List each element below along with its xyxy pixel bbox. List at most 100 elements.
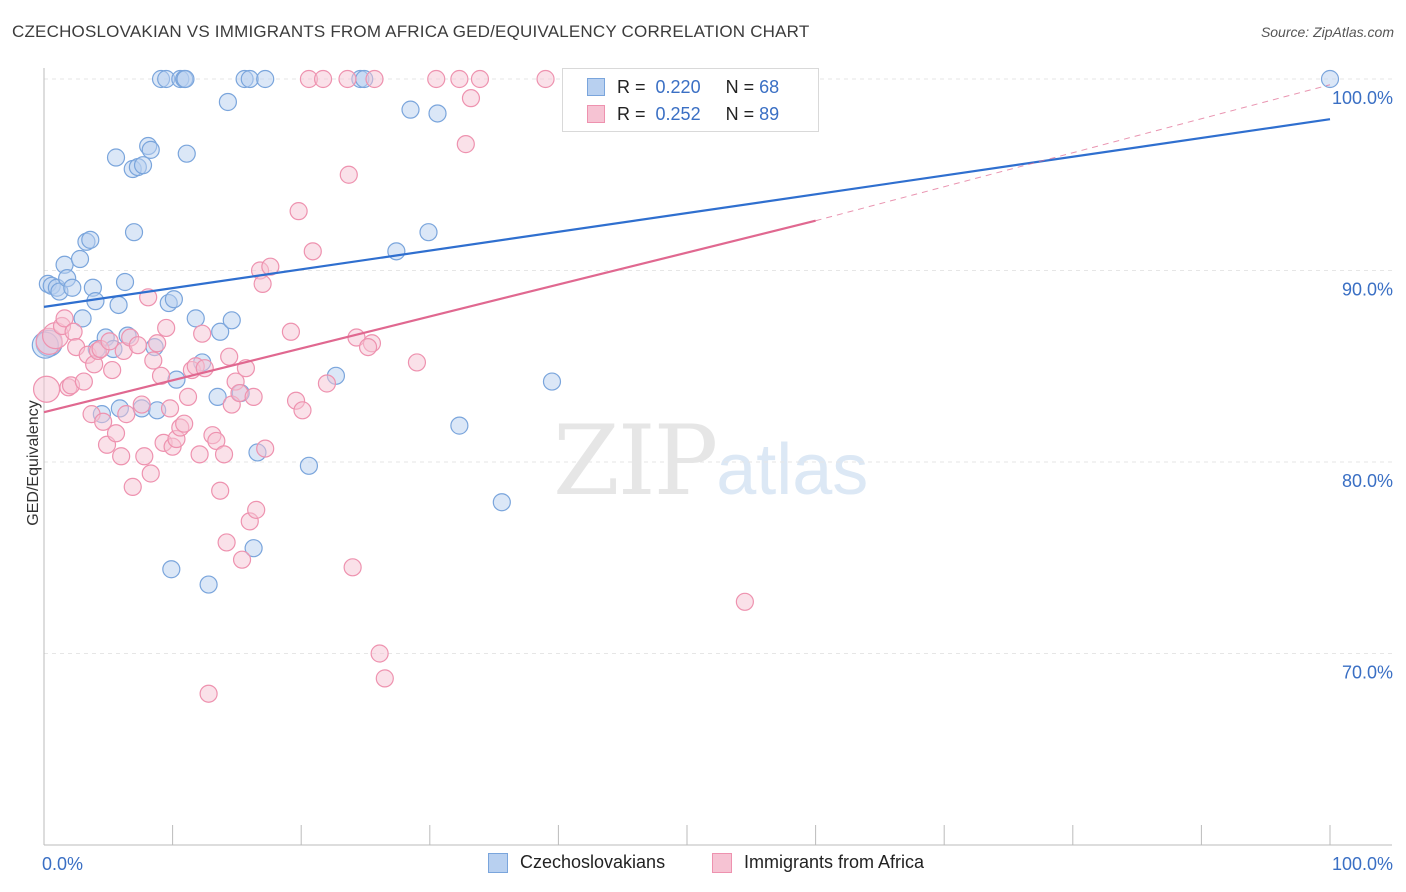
bottom-legend: Czechoslovakians Immigrants from Africa: [0, 852, 1406, 878]
point-immigrants-africa: [313, 69, 333, 89]
point-immigrants-africa: [160, 399, 180, 418]
source-label: Source: ZipAtlas.com: [1260, 24, 1394, 40]
point-czechoslovakians: [222, 311, 241, 330]
point-immigrants-africa: [112, 447, 131, 466]
point-immigrants-africa: [217, 533, 236, 552]
point-immigrants-africa: [193, 324, 212, 343]
point-immigrants-africa: [358, 338, 378, 357]
point-immigrants-africa: [74, 372, 93, 391]
point-immigrants-africa: [375, 669, 394, 688]
point-czechoslovakians: [186, 309, 205, 328]
axes: [43, 68, 1392, 846]
point-czechoslovakians: [164, 290, 183, 309]
point-immigrants-africa: [178, 387, 198, 406]
legend-r-label: R =: [617, 76, 646, 97]
point-immigrants-africa: [220, 347, 239, 366]
legend-n-value: 89: [759, 103, 780, 124]
trend-line-czechoslovakians: [43, 118, 1331, 308]
point-immigrants-africa: [199, 684, 218, 703]
point-immigrants-africa: [32, 375, 61, 403]
point-immigrants-africa: [735, 592, 754, 611]
point-immigrants-africa: [261, 257, 280, 276]
point-czechoslovakians: [176, 69, 195, 89]
point-immigrants-africa: [244, 387, 263, 406]
point-immigrants-africa: [232, 550, 252, 569]
point-czechoslovakians: [109, 295, 128, 315]
point-immigrants-africa: [253, 274, 272, 294]
point-czechoslovakians: [106, 148, 126, 167]
point-immigrants-africa: [339, 165, 358, 184]
watermark-atlas: atlas: [716, 430, 869, 510]
point-czechoslovakians: [428, 104, 447, 123]
point-czechoslovakians: [211, 322, 230, 341]
x-tick-label: 100.0%: [1332, 854, 1393, 874]
point-immigrants-africa: [144, 351, 163, 370]
point-immigrants-africa: [370, 644, 389, 663]
point-czechoslovakians: [73, 309, 92, 328]
point-immigrants-africa: [427, 69, 446, 89]
x-tick-label: 0.0%: [42, 854, 83, 874]
point-immigrants-africa: [123, 477, 142, 496]
point-immigrants-africa: [157, 318, 176, 338]
point-immigrants-africa: [55, 309, 74, 328]
point-immigrants-africa: [175, 414, 194, 433]
point-czechoslovakians: [63, 278, 82, 297]
point-immigrants-africa: [456, 135, 475, 154]
point-czechoslovakians: [199, 575, 218, 594]
point-immigrants-africa: [211, 481, 230, 500]
point-immigrants-africa: [289, 202, 308, 221]
point-immigrants-africa: [132, 395, 151, 414]
watermark: ZIPatlas: [553, 405, 868, 517]
point-czechoslovakians: [81, 230, 100, 249]
y-tick-label: 90.0%: [1342, 280, 1393, 300]
point-immigrants-africa: [407, 353, 427, 372]
point-czechoslovakians: [240, 69, 259, 89]
point-immigrants-africa: [128, 336, 147, 355]
point-czechoslovakians: [177, 144, 196, 163]
point-immigrants-africa: [151, 366, 171, 385]
legend-n-label: N =: [725, 76, 755, 97]
point-czechoslovakians: [419, 223, 438, 242]
point-czechoslovakians: [162, 560, 181, 579]
watermark-zip: ZIP: [553, 405, 718, 517]
trend-extension-immigrants-africa: [815, 84, 1331, 222]
point-czechoslovakians: [244, 539, 263, 558]
data-points: [31, 69, 1340, 703]
legend-n-label: N =: [725, 103, 755, 124]
bottom-legend-swatch-pink: [712, 852, 732, 873]
tick-labels: 70.0% 80.0% 90.0% 100.0% 0.0% 100.0%: [42, 88, 1393, 874]
point-immigrants-africa: [470, 69, 490, 89]
legend-swatch-blue: [587, 78, 605, 96]
point-czechoslovakians: [542, 372, 562, 391]
point-czechoslovakians: [141, 140, 160, 159]
point-immigrants-africa: [343, 558, 362, 577]
point-czechoslovakians: [256, 69, 275, 89]
point-czechoslovakians: [218, 92, 237, 112]
legend-r-value: 0.220: [655, 76, 701, 97]
point-czechoslovakians: [1320, 69, 1340, 89]
point-immigrants-africa: [450, 69, 469, 89]
legend-r-value: 0.252: [655, 103, 701, 124]
point-immigrants-africa: [256, 439, 275, 458]
point-immigrants-africa: [100, 332, 119, 351]
legend-n-value: 68: [759, 76, 780, 97]
legend-row-africa: R = 0.252 N = 89: [587, 102, 779, 126]
point-czechoslovakians: [133, 156, 153, 175]
trend-lines: [43, 84, 1331, 414]
point-immigrants-africa: [317, 374, 337, 393]
point-czechoslovakians: [450, 416, 469, 435]
legend: R = 0.220 N = 68 R = 0.252 N = 89: [562, 68, 819, 132]
point-immigrants-africa: [303, 242, 322, 261]
y-tick-label: 70.0%: [1342, 663, 1393, 683]
point-immigrants-africa: [461, 89, 481, 108]
point-immigrants-africa: [281, 322, 301, 341]
y-tick-label: 80.0%: [1342, 471, 1393, 491]
point-czechoslovakians: [70, 249, 90, 269]
bottom-legend-africa: Immigrants from Africa: [712, 852, 924, 873]
point-immigrants-africa: [536, 69, 555, 89]
bottom-legend-label: Czechoslovakians: [520, 852, 666, 872]
trend-line-immigrants-africa: [43, 219, 816, 414]
y-tick-label: 100.0%: [1332, 88, 1393, 108]
point-immigrants-africa: [214, 445, 234, 464]
